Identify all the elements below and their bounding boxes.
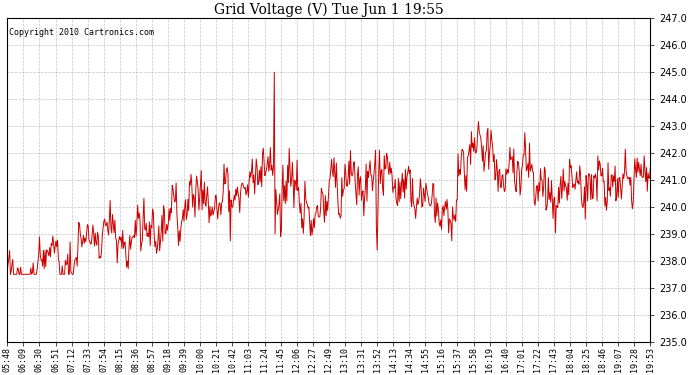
Title: Grid Voltage (V) Tue Jun 1 19:55: Grid Voltage (V) Tue Jun 1 19:55 [214,3,444,17]
Text: Copyright 2010 Cartronics.com: Copyright 2010 Cartronics.com [9,28,154,37]
